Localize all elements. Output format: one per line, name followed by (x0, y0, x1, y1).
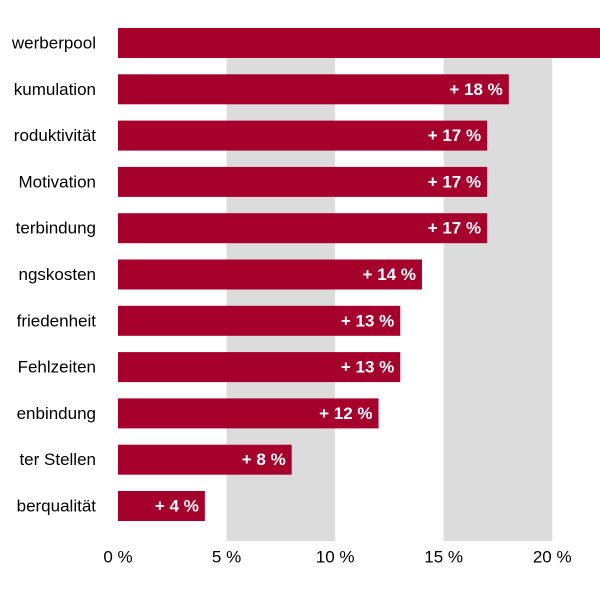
category-label: werberpool (11, 33, 96, 52)
value-label: + 17 % (428, 172, 481, 191)
bar (118, 352, 401, 383)
value-label: + 13 % (341, 358, 394, 377)
value-label: + 18 % (449, 80, 502, 99)
x-tick-label: 0 % (103, 547, 132, 566)
bar (118, 120, 488, 151)
bar (118, 74, 509, 105)
x-tick-label: 20 % (533, 547, 572, 566)
x-tick-label: 15 % (424, 547, 463, 566)
value-label: + 17 % (428, 126, 481, 145)
category-label: terbindung (16, 219, 96, 238)
value-label: + 4 % (155, 496, 199, 515)
category-label: friedenheit (17, 311, 97, 330)
bar (118, 166, 488, 197)
category-label: enbindung (17, 404, 96, 423)
category-label: Fehlzeiten (18, 358, 96, 377)
value-label: + 17 % (428, 219, 481, 238)
category-label: roduktivität (14, 126, 96, 145)
value-label: + 12 % (319, 404, 372, 423)
value-label: + 14 % (363, 265, 416, 284)
x-tick-label: 5 % (212, 547, 241, 566)
bar (118, 305, 401, 336)
value-label: + 8 % (242, 450, 286, 469)
bar (118, 444, 292, 475)
bar (118, 213, 488, 244)
category-label: kumulation (14, 80, 96, 99)
band (443, 28, 553, 541)
category-label: ngskosten (19, 265, 97, 284)
bar (118, 491, 205, 521)
category-label: Motivation (19, 172, 96, 191)
x-tick-label: 10 % (316, 547, 355, 566)
bar (118, 28, 600, 58)
value-label: + 13 % (341, 311, 394, 330)
category-label: ter Stellen (19, 450, 96, 469)
bar (118, 398, 379, 429)
category-label: berqualität (17, 496, 97, 515)
bar (118, 259, 422, 290)
